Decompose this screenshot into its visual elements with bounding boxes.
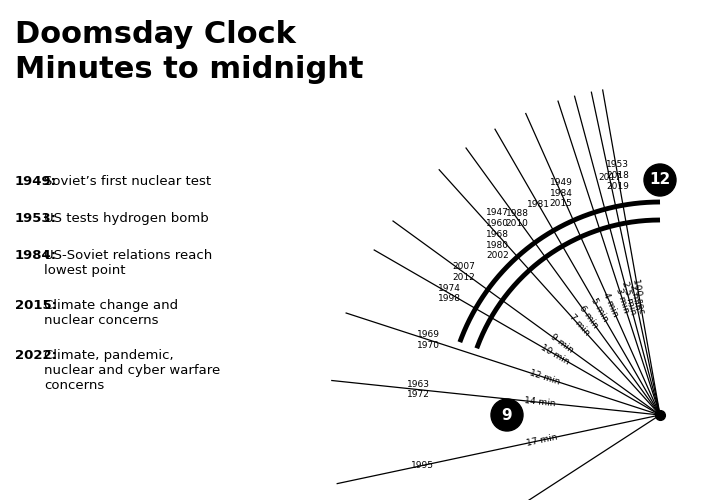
Text: 2007
2012: 2007 2012 [452, 262, 475, 282]
Text: 1949:: 1949: [15, 175, 57, 188]
Text: 2022:: 2022: [15, 349, 57, 362]
Text: 12 min: 12 min [529, 368, 561, 387]
Text: 6 min: 6 min [578, 304, 600, 330]
Text: 3 min: 3 min [614, 286, 631, 314]
Text: Soviet’s first nuclear test: Soviet’s first nuclear test [44, 175, 212, 188]
Circle shape [644, 164, 676, 196]
Text: 2.5 min: 2.5 min [620, 280, 638, 316]
Text: 2 min: 2 min [628, 284, 642, 310]
Text: 1988
2010: 1988 2010 [506, 208, 529, 229]
Text: 1949
1984
2015: 1949 1984 2015 [550, 178, 573, 208]
Text: US-Soviet relations reach
lowest point: US-Soviet relations reach lowest point [44, 249, 213, 277]
Text: 1963
1972: 1963 1972 [407, 380, 430, 400]
Text: 7 min: 7 min [567, 312, 591, 338]
Text: 1984:: 1984: [15, 249, 57, 262]
Text: US tests hydrogen bomb: US tests hydrogen bomb [44, 212, 209, 225]
Text: 1974
1998: 1974 1998 [438, 284, 461, 304]
Text: Climate change and
nuclear concerns: Climate change and nuclear concerns [44, 299, 178, 327]
Text: Climate, pandemic,
nuclear and cyber warfare
concerns: Climate, pandemic, nuclear and cyber war… [44, 349, 221, 392]
Text: 17 min: 17 min [526, 432, 558, 448]
Text: 4 min: 4 min [601, 291, 620, 318]
Text: 1947
1960
1968
1980
2002: 1947 1960 1968 1980 2002 [486, 208, 509, 260]
Text: 9 min: 9 min [549, 332, 575, 355]
Text: 1969
1970: 1969 1970 [417, 330, 440, 350]
Text: 1953
2018
2019: 1953 2018 2019 [606, 160, 629, 191]
Text: 100 sec: 100 sec [631, 278, 646, 314]
Circle shape [491, 399, 523, 431]
Text: 12: 12 [649, 172, 670, 188]
Text: 1995: 1995 [411, 461, 434, 470]
Text: 10 min: 10 min [539, 343, 571, 366]
Text: 1953:: 1953: [15, 212, 57, 225]
Text: 9: 9 [502, 408, 513, 422]
Text: 1981: 1981 [527, 200, 550, 209]
Text: 14 min: 14 min [523, 396, 556, 408]
Text: 2017: 2017 [598, 173, 621, 182]
Text: 2015:: 2015: [15, 299, 57, 312]
Text: Minutes to midnight: Minutes to midnight [15, 55, 363, 84]
Text: Doomsday Clock: Doomsday Clock [15, 20, 296, 49]
Text: 5 min: 5 min [589, 297, 610, 324]
